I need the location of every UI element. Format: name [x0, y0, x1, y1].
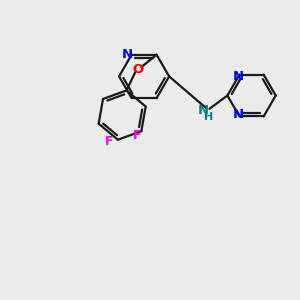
Text: N: N [232, 70, 244, 83]
Text: N: N [197, 104, 208, 117]
Text: F: F [105, 135, 114, 148]
Text: O: O [133, 63, 144, 76]
Text: N: N [122, 48, 133, 61]
Text: H: H [204, 112, 214, 122]
Text: F: F [133, 129, 141, 142]
Text: N: N [232, 108, 244, 121]
